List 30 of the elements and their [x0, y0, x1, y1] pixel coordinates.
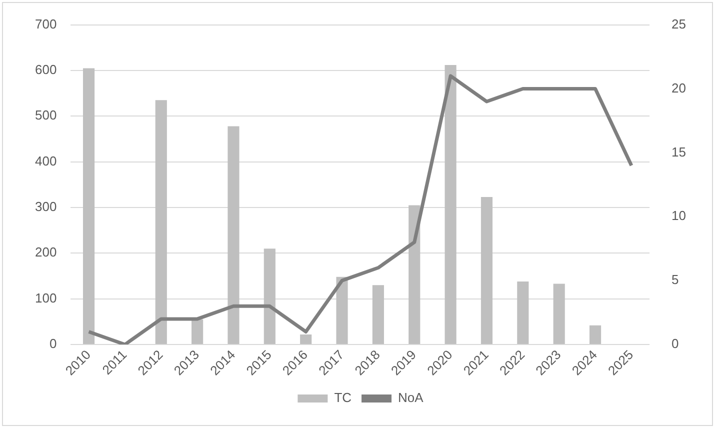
y2-tick-label: 15: [672, 144, 686, 160]
bar: [480, 196, 493, 344]
bar: [408, 205, 420, 344]
y2-tick-label: 0: [672, 336, 679, 352]
bar: [82, 68, 95, 344]
bar: [589, 325, 602, 344]
legend-label: NoA: [398, 390, 424, 406]
bar: [553, 284, 565, 344]
y-tick-label: 300: [34, 199, 57, 214]
bar: [444, 64, 456, 344]
y2-tick-label: 20: [672, 80, 686, 96]
y-tick-label: 600: [34, 62, 57, 78]
bar: [300, 334, 312, 344]
bar: [372, 285, 384, 344]
y-tick-label: 100: [34, 290, 57, 306]
legend-label: TC: [334, 390, 352, 406]
y2-tick-label: 25: [672, 16, 686, 32]
bar: [192, 319, 204, 344]
y-tick-label: 400: [34, 153, 57, 168]
y-tick-label: 700: [34, 16, 57, 32]
bar: [336, 276, 348, 344]
bar: [517, 281, 529, 344]
bar: [228, 126, 240, 344]
bar: [155, 100, 167, 344]
y2-tick-label: 10: [672, 208, 686, 224]
y-tick-label: 200: [34, 244, 57, 260]
bar: [264, 248, 276, 344]
y2-tick-label: 5: [672, 272, 679, 288]
y-tick-label: 0: [49, 336, 57, 352]
y-tick-label: 500: [34, 108, 57, 123]
